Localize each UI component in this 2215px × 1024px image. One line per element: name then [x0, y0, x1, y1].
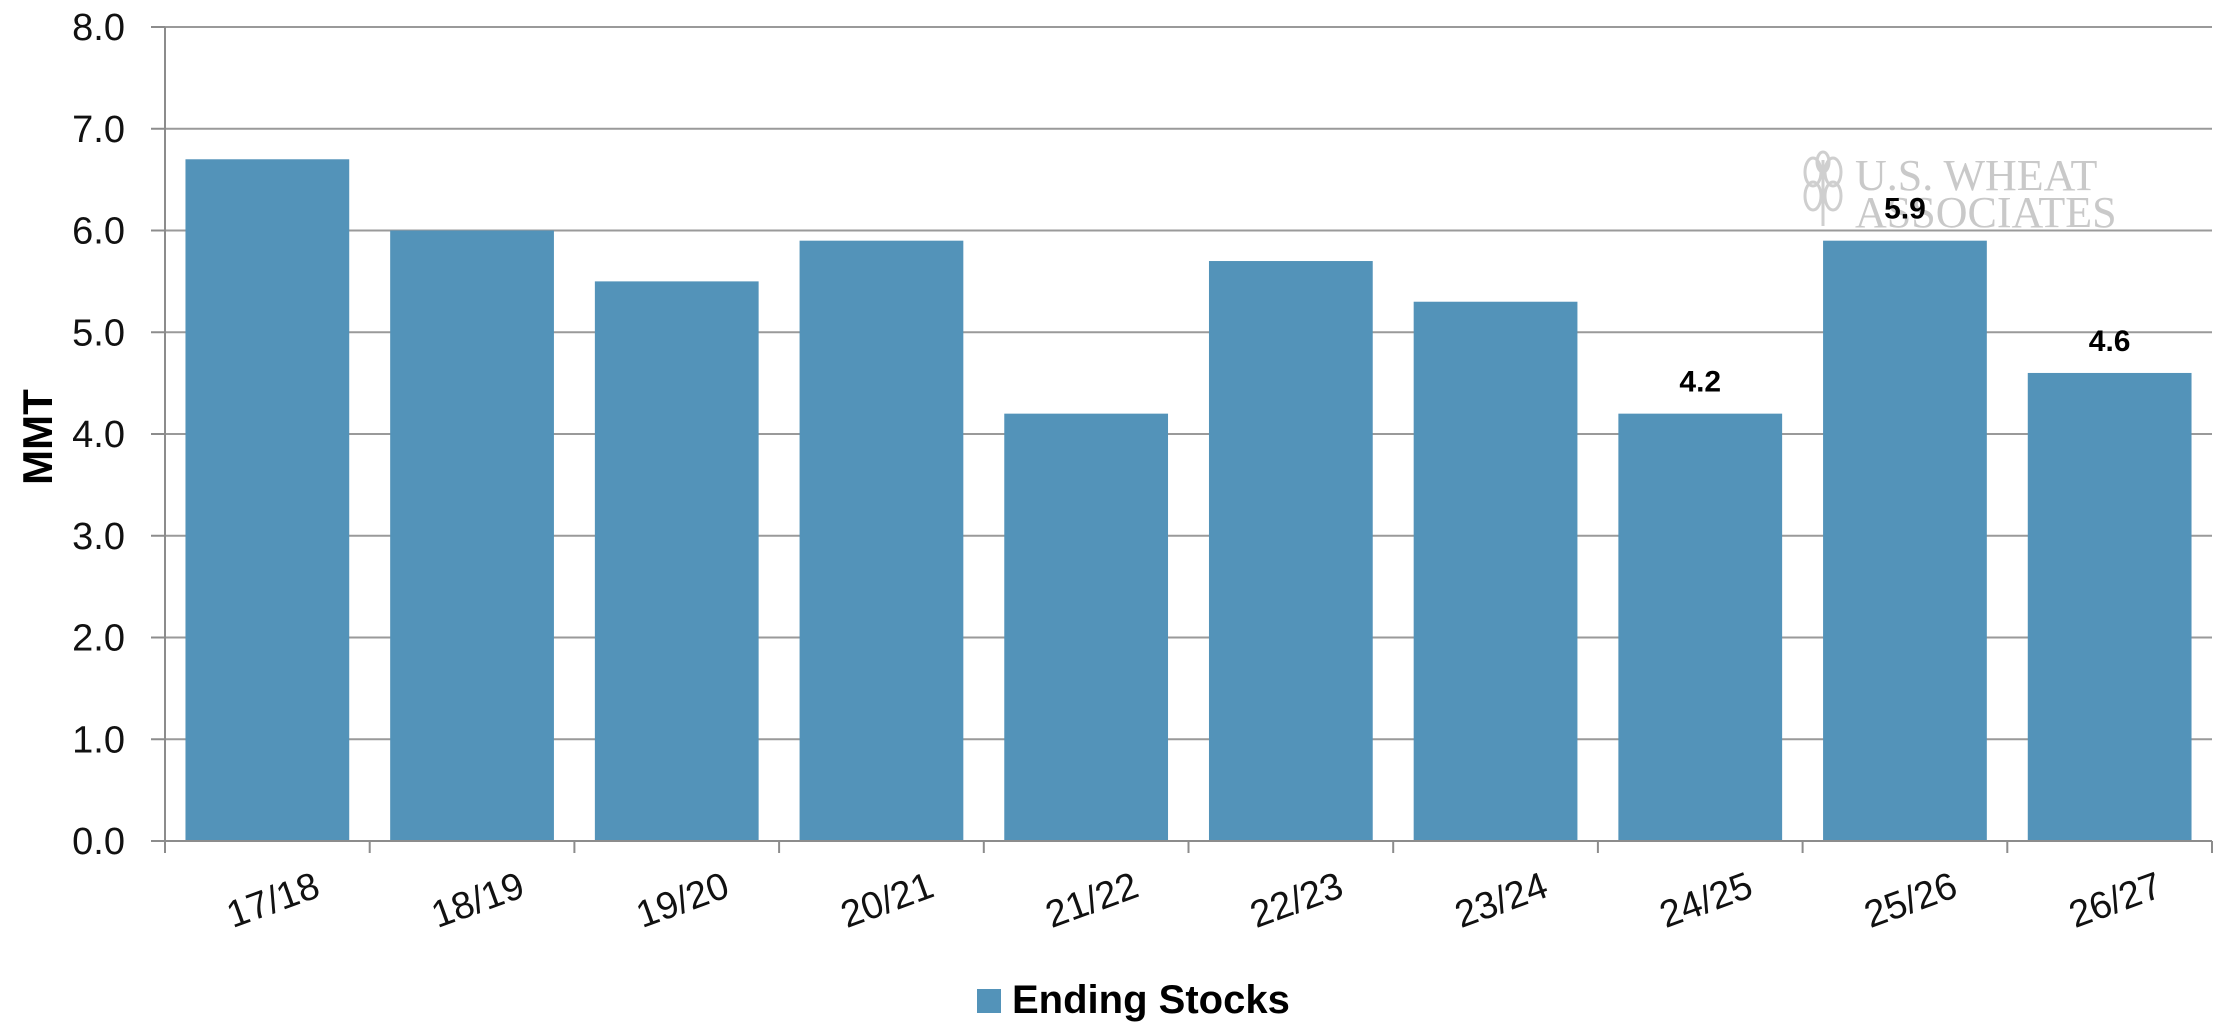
y-tick-label: 6.0 [72, 211, 125, 253]
x-tick-label: 26/27 [2064, 865, 2168, 937]
bar-20-21 [799, 240, 964, 842]
y-tick-label: 5.0 [72, 312, 125, 354]
bar-23-24 [1413, 301, 1578, 842]
y-tick-label: 2.0 [72, 618, 125, 660]
y-tick-labels: 0.0 1.0 2.0 3.0 4.0 5.0 6.0 7.0 8.0 [72, 7, 125, 863]
x-tick-label: 20/21 [835, 865, 939, 937]
data-label: 5.9 [1884, 193, 1926, 226]
x-tick-label: 23/24 [1450, 865, 1554, 937]
watermark-line-2: ASSOCIATES [1855, 188, 2117, 237]
bar-17-18 [185, 159, 350, 841]
x-tick-label: 24/25 [1654, 865, 1758, 937]
y-tick-label: 1.0 [72, 719, 125, 761]
x-tick-label: 17/18 [221, 865, 325, 937]
bar-series [185, 159, 2192, 842]
bar-18-19 [390, 230, 554, 841]
watermark-line-1: U.S. WHEAT [1855, 151, 2098, 200]
bar-25-26 [1823, 240, 1987, 842]
x-tick-label: 22/23 [1245, 865, 1349, 937]
axes [151, 26, 2213, 853]
y-tick-label: 8.0 [72, 7, 125, 49]
y-axis-title: MMT [14, 389, 61, 485]
data-labels: 4.2 5.9 4.6 [1679, 193, 2130, 399]
y-tick-label: 7.0 [72, 109, 125, 151]
wheat-logo-icon [1803, 150, 1843, 226]
watermark: U.S. WHEAT ASSOCIATES [1803, 150, 2117, 237]
x-tick-label: 21/22 [1040, 865, 1144, 937]
x-tick-label: 19/20 [631, 865, 735, 937]
legend: Ending Stocks [977, 978, 1290, 1022]
data-label: 4.6 [2089, 325, 2131, 358]
legend-label: Ending Stocks [1012, 978, 1290, 1022]
x-tick-label: 25/26 [1859, 865, 1963, 937]
bar-26-27 [2027, 372, 2192, 841]
y-tick-label: 0.0 [72, 821, 125, 863]
x-tick-labels: 17/18 18/19 19/20 20/21 21/22 22/23 23/24 24/25… [221, 865, 2167, 937]
data-label: 4.2 [1679, 366, 1721, 399]
bar-19-20 [594, 281, 759, 841]
bar-22-23 [1208, 261, 1373, 841]
bar-21-22 [1004, 413, 1169, 841]
y-tick-label: 4.0 [72, 414, 125, 456]
x-tick-label: 18/19 [426, 865, 530, 937]
bar-24-25 [1618, 413, 1783, 841]
legend-swatch [977, 989, 1001, 1013]
y-tick-label: 3.0 [72, 516, 125, 558]
